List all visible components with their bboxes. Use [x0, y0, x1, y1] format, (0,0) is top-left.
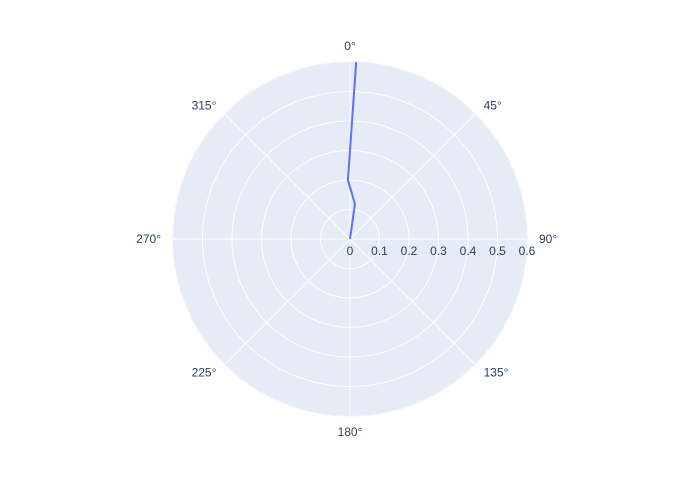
- series-line: [346, 62, 358, 240]
- angular-gridline: [224, 238, 351, 365]
- radial-tick-label: 0: [347, 244, 354, 258]
- angular-tick-label: 270°: [136, 232, 161, 246]
- tick-label-layer: 0° 45° 90° 135° 180° 225° 270° 315° 0 0.1 0.2 0.3 0.…: [136, 39, 557, 439]
- angular-tick-label: 135°: [484, 366, 509, 380]
- radial-tick-label: 0.3: [430, 244, 447, 258]
- angular-tick-label: 45°: [484, 98, 502, 112]
- radial-tick-label: 0.5: [489, 244, 506, 258]
- series-layer: [346, 62, 358, 240]
- radial-tick-label: 0.2: [401, 244, 418, 258]
- angular-tick-label: 180°: [338, 425, 363, 439]
- angular-tick-label: 90°: [539, 232, 557, 246]
- radial-tick-label: 0.6: [519, 244, 536, 258]
- polar-outer-edge: [172, 61, 528, 417]
- angular-tick-label: 225°: [192, 366, 217, 380]
- angular-gridline: [349, 113, 476, 240]
- angular-tick-label: 315°: [192, 98, 217, 112]
- angular-gridline: [349, 238, 476, 365]
- radial-tick-label: 0.4: [460, 244, 477, 258]
- angular-gridline: [224, 113, 351, 240]
- radial-tick-label: 0.1: [371, 244, 388, 258]
- angular-tick-label: 0°: [344, 39, 356, 53]
